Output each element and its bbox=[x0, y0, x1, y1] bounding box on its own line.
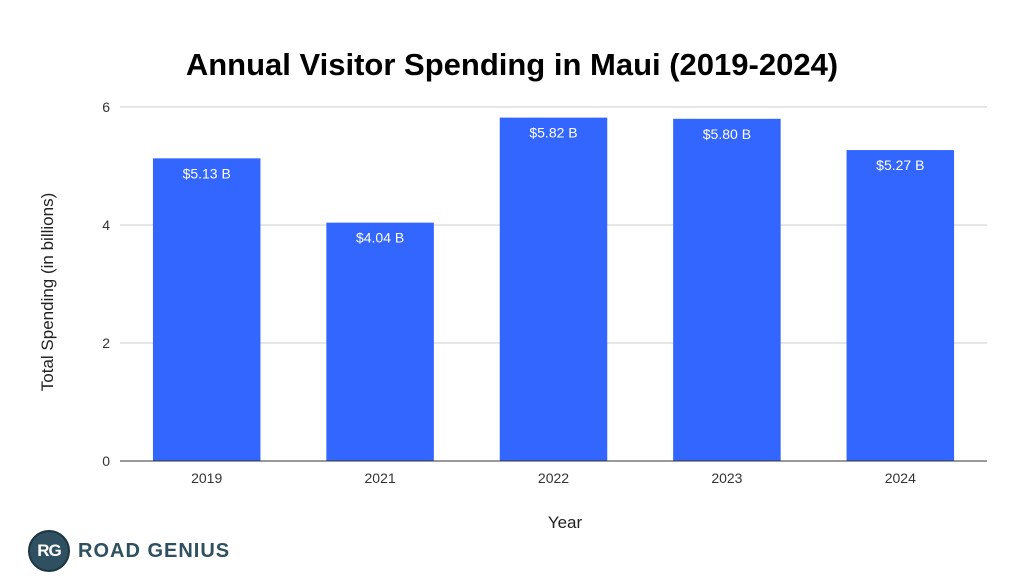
y-tick-label: 2 bbox=[102, 335, 110, 351]
x-tick-label: 2024 bbox=[885, 470, 916, 486]
x-axis-ticks: 2019 2021 2022 2023 2024 bbox=[191, 470, 916, 486]
bar bbox=[846, 150, 955, 461]
logo-badge: RG bbox=[28, 530, 70, 572]
bar bbox=[673, 118, 781, 462]
bar bbox=[499, 117, 608, 462]
data-label: $5.13 B bbox=[183, 165, 231, 181]
y-axis-label: Total Spending (in billions) bbox=[38, 193, 57, 391]
road-genius-logo: RG ROAD GENIUS bbox=[28, 530, 230, 572]
data-label: $5.82 B bbox=[529, 125, 577, 141]
bar bbox=[152, 158, 261, 461]
y-tick-label: 4 bbox=[102, 217, 110, 233]
y-tick-label: 6 bbox=[102, 99, 110, 115]
bar bbox=[326, 222, 434, 461]
x-tick-label: 2019 bbox=[191, 470, 222, 486]
logo-text: ROAD GENIUS bbox=[78, 539, 231, 562]
y-tick-label: 0 bbox=[102, 453, 110, 469]
bars bbox=[152, 117, 955, 462]
x-tick-label: 2023 bbox=[711, 470, 742, 486]
x-axis-label: Year bbox=[548, 513, 583, 532]
data-labels: $5.13 B $4.04 B $5.82 B $5.80 B $5.27 B bbox=[183, 125, 925, 246]
data-label: $5.27 B bbox=[876, 157, 924, 173]
x-tick-label: 2021 bbox=[365, 470, 396, 486]
y-axis-ticks: 0 2 4 6 bbox=[102, 99, 110, 469]
x-tick-label: 2022 bbox=[538, 470, 569, 486]
data-label: $5.80 B bbox=[703, 126, 751, 142]
data-label: $4.04 B bbox=[356, 230, 404, 246]
chart-title: Annual Visitor Spending in Maui (2019-20… bbox=[186, 47, 838, 82]
